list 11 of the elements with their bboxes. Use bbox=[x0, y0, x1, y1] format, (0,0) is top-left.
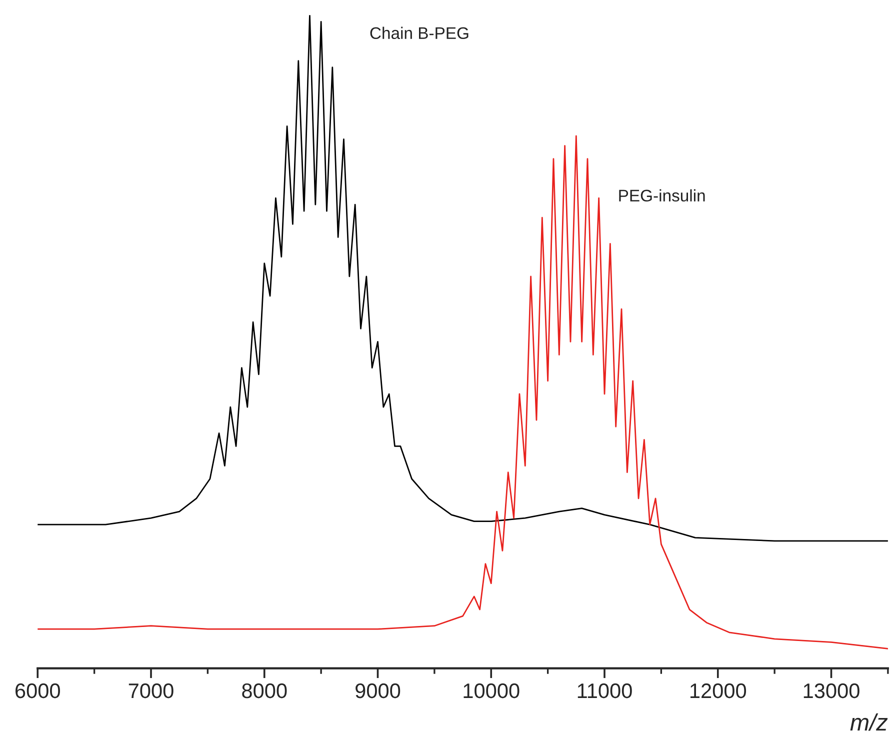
x-tick-label: 13000 bbox=[804, 683, 860, 698]
x-tick-label: 9000 bbox=[356, 683, 400, 698]
x-tick-label: 12000 bbox=[690, 683, 746, 698]
x-tick-label: 10000 bbox=[464, 683, 520, 698]
text: Chain B-PEG bbox=[370, 26, 468, 40]
x-tick-label: 7000 bbox=[128, 683, 174, 698]
x-tick-label: 8000 bbox=[242, 683, 287, 698]
x-tick-label: 6000 bbox=[16, 683, 60, 698]
x-tick-label: 11000 bbox=[578, 683, 632, 698]
series-label: PEG-insulin bbox=[619, 189, 705, 202]
x-axis-title: m/z bbox=[850, 713, 888, 731]
